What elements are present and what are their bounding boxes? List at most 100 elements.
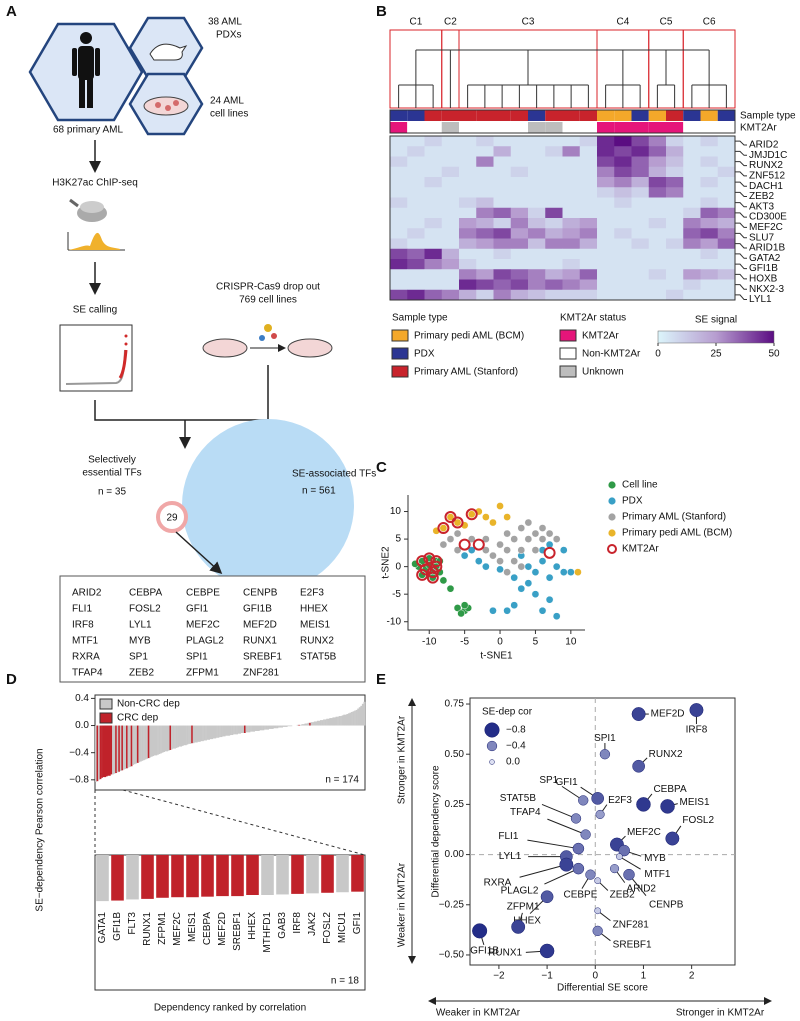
label: SE calling <box>73 305 117 316</box>
bar <box>344 714 347 726</box>
x-tick-label: SREBF1 <box>232 912 243 951</box>
heatmap-cell <box>545 207 563 219</box>
bubble <box>578 795 589 806</box>
ring-marker <box>423 552 436 565</box>
heatmap-cell <box>579 136 598 147</box>
label: FOSL2 <box>129 604 161 615</box>
heatmap-cell <box>545 136 563 147</box>
bar <box>231 855 244 897</box>
heatmap-cell <box>390 187 408 198</box>
bar <box>96 725 99 782</box>
heatmap-cell <box>562 279 581 291</box>
heatmap-cell <box>476 207 494 219</box>
heatmap-cell <box>717 238 736 250</box>
heatmap-cell <box>528 238 546 250</box>
point <box>524 518 533 527</box>
bar <box>329 718 332 726</box>
point <box>531 590 540 599</box>
point <box>482 546 490 554</box>
kmt2ar-cell <box>476 122 494 133</box>
y-tick-label: 0.4 <box>75 693 89 704</box>
heatmap-cell <box>493 279 512 291</box>
bubble <box>572 862 585 875</box>
bubble <box>472 923 488 939</box>
bar <box>206 725 209 740</box>
heatmap-cell <box>614 166 632 178</box>
bar <box>298 724 301 726</box>
bar <box>172 725 175 749</box>
heatmap-cell <box>597 187 615 198</box>
bar <box>186 725 189 745</box>
heatmap-cell <box>648 269 667 280</box>
heatmap-cell <box>597 207 615 219</box>
y-tick-label: −0.25 <box>439 899 465 910</box>
point <box>482 535 490 543</box>
heatmap-cell <box>545 187 563 198</box>
bar <box>358 707 361 726</box>
heatmap-cell <box>717 228 736 239</box>
heatmap-cell <box>424 136 443 147</box>
arrow <box>175 531 223 575</box>
colorbar <box>657 330 775 344</box>
label: E2F3 <box>300 588 324 599</box>
heatmap-cell <box>459 136 477 147</box>
colorbar-label: 25 <box>710 349 722 360</box>
point-label: MYB <box>644 853 666 864</box>
bar <box>262 725 265 731</box>
heatmap-cell <box>631 269 650 280</box>
kmt2ar-cell <box>700 122 718 133</box>
label: 24 AML <box>210 96 244 107</box>
bar <box>122 725 125 770</box>
y-axis-label: SE−dependency Pearson correlation <box>35 748 46 911</box>
point <box>531 546 540 554</box>
bar <box>105 725 108 777</box>
heatmap-cell <box>545 218 563 229</box>
heatmap-cell <box>528 248 546 260</box>
bar <box>121 725 124 771</box>
heatmap-cell <box>510 207 529 219</box>
bubble <box>594 877 602 885</box>
legend-label: Unknown <box>582 367 624 378</box>
heatmap-cell <box>407 197 425 209</box>
heatmap-cell <box>424 177 443 188</box>
heatmap-cell <box>528 218 546 229</box>
point-label: MEF2C <box>627 827 661 838</box>
heatmap-cell <box>579 166 598 178</box>
x-tick-label: GATA1 <box>97 912 108 944</box>
heatmap-cell <box>459 248 477 260</box>
point <box>467 510 476 519</box>
x-tick-label: -5 <box>460 637 469 648</box>
bar <box>239 725 242 734</box>
heatmap-cell <box>597 259 615 270</box>
label: essential TFs <box>82 468 141 479</box>
legend-swatch <box>559 329 577 342</box>
heatmap-cell <box>597 197 615 209</box>
point <box>496 502 504 510</box>
legend-marker <box>608 513 616 521</box>
heatmap-cell <box>579 197 598 209</box>
label: Selectively <box>88 455 136 466</box>
bar <box>126 725 128 769</box>
heatmap-cell <box>631 187 650 198</box>
bar <box>144 725 147 760</box>
x-tick-label: GAB3 <box>277 912 288 939</box>
heatmap-cell <box>545 289 563 301</box>
heatmap-cell <box>562 248 581 260</box>
sample-type-cell <box>717 110 735 121</box>
point-label: GFI1B <box>470 946 499 957</box>
x-tick-label: 10 <box>565 637 577 648</box>
point <box>552 612 561 621</box>
row-label: CD300E <box>749 212 787 223</box>
heatmap-cell <box>459 228 477 239</box>
heatmap-cell <box>717 207 736 219</box>
panel-label: A <box>6 3 17 20</box>
arrow-label: Stronger in KMT2Ar <box>397 715 408 804</box>
heatmap-cell <box>700 166 719 178</box>
heatmap-cell <box>545 238 563 250</box>
x-tick-label: MEIS1 <box>187 912 198 942</box>
panel-label: D <box>6 671 17 688</box>
heatmap-cell <box>407 187 425 198</box>
heatmap-cell <box>459 269 477 280</box>
ring-marker <box>451 516 464 529</box>
heatmap-cell <box>717 197 736 209</box>
